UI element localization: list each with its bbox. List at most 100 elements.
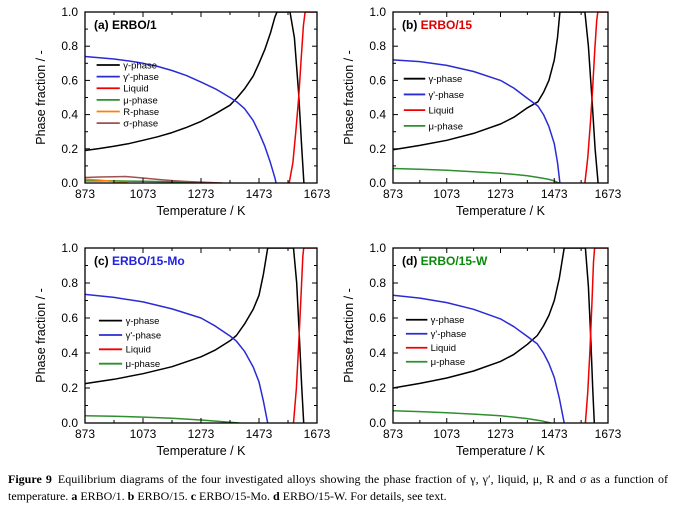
svg-text:1673: 1673	[304, 187, 331, 201]
svg-text:μ-phase: μ-phase	[431, 357, 466, 368]
y-axis-label: Phase fraction / -	[342, 50, 356, 145]
svg-text:γ-phase: γ-phase	[431, 315, 465, 326]
svg-text:0.6: 0.6	[369, 73, 386, 87]
svg-text:Liquid: Liquid	[428, 106, 453, 117]
figure-row-top: 873 1073 1273 1473 1673 0.0 0.2 0.4 0.6 0.8 1.0 Tem…	[0, 0, 676, 230]
svg-text:1473: 1473	[246, 427, 273, 441]
svg-text:0.8: 0.8	[61, 276, 78, 290]
svg-text:0.6: 0.6	[369, 311, 386, 325]
caption-key-d: d	[273, 489, 280, 503]
svg-text:Liquid: Liquid	[123, 84, 148, 95]
legend: γ-phaseγ'-phaseLiquidμ-phaseR-phaseσ-pha…	[96, 60, 159, 130]
svg-text:0.8: 0.8	[369, 39, 386, 53]
panel-title: (a) ERBO/1	[94, 18, 157, 32]
svg-text:0.0: 0.0	[369, 176, 386, 190]
svg-text:1.0: 1.0	[61, 5, 78, 19]
svg-text:873: 873	[383, 427, 403, 441]
svg-text:1673: 1673	[595, 427, 622, 441]
svg-text:1073: 1073	[130, 187, 157, 201]
svg-text:873: 873	[383, 187, 403, 201]
svg-text:0.4: 0.4	[61, 346, 78, 360]
svg-text:γ-phase: γ-phase	[126, 316, 160, 327]
panel-title: (c) ERBO/15-Mo	[94, 254, 185, 268]
svg-text:0.4: 0.4	[369, 108, 386, 122]
svg-text:0.0: 0.0	[369, 416, 386, 430]
svg-text:873: 873	[75, 187, 95, 201]
svg-text:1473: 1473	[246, 187, 273, 201]
y-axis-label: Phase fraction / -	[342, 288, 356, 383]
svg-text:0.2: 0.2	[61, 142, 78, 156]
phase-diagram-a: 873 1073 1273 1473 1673 0.0 0.2 0.4 0.6 0.8 1.0 Tem…	[34, 5, 331, 218]
x-axis-label: Temperature / K	[456, 204, 546, 218]
legend: γ-phase γ'-phase Liquid μ-phase	[98, 316, 162, 370]
svg-text:1273: 1273	[487, 427, 514, 441]
svg-text:1473: 1473	[541, 427, 568, 441]
phase-diagram-b: 873 1073 1273 1473 1673 0.0 0.2 0.4 0.6 0.8 1.0 Tem…	[342, 5, 622, 218]
svg-text:0.6: 0.6	[61, 73, 78, 87]
chart-panel-d: 873 1073 1273 1473 1673 0.0 0.2 0.4 0.6 0.8 1.0 Tem…	[338, 230, 676, 466]
caption-key-b: b	[127, 489, 135, 503]
panel-title: (d) ERBO/15-W	[402, 254, 488, 268]
caption-line-1: Figure 9 Equilibrium diagrams of the four…	[8, 471, 668, 488]
chart-panel-b: 873 1073 1273 1473 1673 0.0 0.2 0.4 0.6 0.8 1.0 Tem…	[338, 0, 676, 230]
svg-text:γ-phase: γ-phase	[428, 74, 462, 85]
y-axis-label: Phase fraction / -	[34, 288, 48, 383]
svg-text:Liquid: Liquid	[126, 345, 151, 356]
figure-row-bottom: 873 1073 1273 1473 1673 0.0 0.2 0.4 0.6 0.8 1.0 Tem…	[0, 230, 676, 466]
caption-alloy-d: ERBO/15-W.	[282, 489, 348, 503]
svg-text:1073: 1073	[130, 427, 157, 441]
svg-text:1.0: 1.0	[369, 5, 386, 19]
svg-text:0.2: 0.2	[369, 381, 386, 395]
svg-text:R-phase: R-phase	[123, 107, 159, 118]
svg-text:0.8: 0.8	[369, 276, 386, 290]
svg-text:σ-phase: σ-phase	[123, 119, 158, 130]
svg-text:1.0: 1.0	[369, 241, 386, 255]
svg-text:Liquid: Liquid	[431, 343, 456, 354]
x-axis-label: Temperature / K	[157, 204, 247, 218]
svg-text:0.4: 0.4	[61, 108, 78, 122]
svg-text:γ'-phase: γ'-phase	[431, 329, 467, 340]
caption-alloy-c: ERBO/15-Mo.	[199, 489, 271, 503]
caption-key-a: a	[71, 489, 78, 503]
svg-text:0.2: 0.2	[369, 142, 386, 156]
svg-text:γ-phase: γ-phase	[123, 60, 157, 71]
legend: γ-phase γ'-phase Liquid μ-phase	[405, 315, 467, 368]
svg-text:0.4: 0.4	[369, 346, 386, 360]
svg-text:0.0: 0.0	[61, 176, 78, 190]
chart-panel-c: 873 1073 1273 1473 1673 0.0 0.2 0.4 0.6 0.8 1.0 Tem…	[0, 230, 338, 466]
svg-text:μ-phase: μ-phase	[126, 359, 161, 370]
caption-alloy-a: ERBO/1.	[80, 489, 125, 503]
figure-caption: Figure 9 Equilibrium diagrams of the four…	[0, 466, 676, 505]
phase-diagram-c: 873 1073 1273 1473 1673 0.0 0.2 0.4 0.6 0.8 1.0 Tem…	[34, 241, 331, 458]
svg-text:0.6: 0.6	[61, 311, 78, 325]
svg-text:873: 873	[75, 427, 95, 441]
caption-label: Figure 9	[8, 472, 52, 486]
caption-tail: For details, see text.	[350, 489, 447, 503]
svg-text:1273: 1273	[188, 187, 215, 201]
svg-text:1273: 1273	[487, 187, 514, 201]
svg-text:μ-phase: μ-phase	[428, 121, 463, 132]
svg-text:μ-phase: μ-phase	[123, 95, 158, 106]
caption-line-2: temperature. a ERBO/1. b ERBO/15. c ERBO…	[8, 488, 668, 505]
svg-text:1273: 1273	[188, 427, 215, 441]
phase-diagram-d: 873 1073 1273 1473 1673 0.0 0.2 0.4 0.6 0.8 1.0 Tem…	[342, 241, 622, 458]
svg-text:0.0: 0.0	[61, 416, 78, 430]
svg-text:γ'-phase: γ'-phase	[428, 90, 464, 101]
svg-text:1673: 1673	[304, 427, 331, 441]
legend: γ-phase γ'-phase Liquid μ-phase	[403, 74, 464, 132]
svg-text:1.0: 1.0	[61, 241, 78, 255]
svg-text:0.2: 0.2	[61, 381, 78, 395]
svg-text:γ'-phase: γ'-phase	[123, 72, 159, 83]
svg-text:γ'-phase: γ'-phase	[126, 330, 162, 341]
caption-key-c: c	[190, 489, 197, 503]
chart-panel-a: 873 1073 1273 1473 1673 0.0 0.2 0.4 0.6 0.8 1.0 Tem…	[0, 0, 338, 230]
svg-text:1073: 1073	[433, 427, 460, 441]
svg-text:1673: 1673	[595, 187, 622, 201]
svg-text:1073: 1073	[433, 187, 460, 201]
caption-text-1: Equilibrium diagrams of the four investi…	[57, 472, 668, 486]
caption-alloy-b: ERBO/15.	[137, 489, 188, 503]
svg-text:1473: 1473	[541, 187, 568, 201]
x-axis-label: Temperature / K	[157, 444, 247, 458]
y-axis-label: Phase fraction / -	[34, 50, 48, 145]
